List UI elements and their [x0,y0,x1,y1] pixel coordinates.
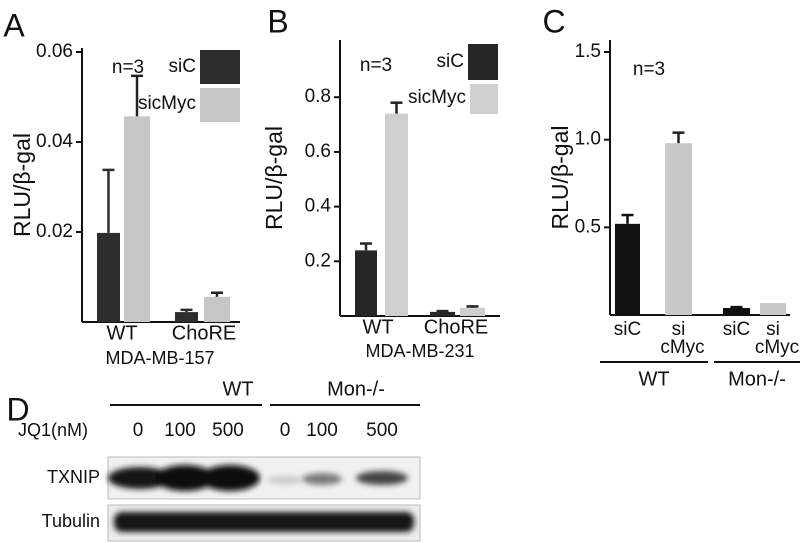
bar [204,296,230,322]
group-label: WT [638,368,669,390]
row-label: Tubulin [42,511,100,531]
y-axis-label: RLU/β-gal [547,126,573,230]
y-tick-label: 0.04 [36,131,73,152]
y-tick-label: 0.2 [305,250,331,271]
bar [615,223,640,315]
bar [760,303,786,315]
group-label: WT [222,378,253,400]
row-label: TXNIP [47,467,100,487]
txnip-bands [108,465,408,491]
y-tick-label: 0.02 [36,221,73,242]
y-tick-label: 1.5 [575,41,601,62]
dose-label: 500 [366,420,398,441]
panel-label: D [6,391,29,427]
bar [97,232,120,322]
legend-swatch [468,44,498,80]
bar-label: si [766,319,780,340]
bar [430,311,455,316]
x-tick-label: ChoRE [172,322,236,344]
y-tick-label: 0.8 [305,86,331,107]
dose-label: 0 [133,420,144,441]
annotation: n=3 [112,57,144,78]
bar [175,312,198,322]
bar [385,113,408,316]
x-tick-label: WT [106,322,137,344]
annotation: n=3 [360,55,392,76]
legend-swatch [470,84,498,114]
bar [723,307,750,315]
dose-label: 500 [212,420,244,441]
treatment-label: JQ1(nM) [18,420,88,440]
bar [355,250,377,316]
bar [665,143,692,315]
y-tick-label: 1.0 [575,129,601,150]
legend-label: siC [437,51,464,72]
panel-label: A [3,7,25,43]
x-tick-label: WT [362,316,393,338]
group-label: Mon-/- [327,378,385,400]
dose-label: 100 [164,420,196,441]
panel-label: C [542,3,565,39]
bar [460,307,485,316]
y-tick-label: 0.5 [575,216,601,237]
y-tick-label: 0.4 [305,196,332,217]
bar-label: siC [723,319,750,340]
legend-swatch [200,50,240,84]
annotation: n=3 [633,59,665,80]
dose-label: 100 [306,420,338,441]
legend-label: sicMyc [138,93,196,114]
y-axis-label: RLU/β-gal [9,133,35,237]
x-axis-label: MDA-MB-231 [365,341,474,361]
group-label: Mon-/- [728,368,786,390]
dose-label: 0 [280,420,291,441]
legend-label: sicMyc [408,87,466,108]
bar-label: siC [614,319,641,340]
bar [124,116,150,322]
x-axis-label: MDA-MB-157 [105,348,214,368]
bar-label: cMyc [660,337,704,358]
y-axis-label: RLU/β-gal [261,126,287,230]
y-tick-label: 0.6 [305,141,331,162]
panel-label: B [267,3,288,39]
x-tick-label: ChoRE [424,316,488,338]
y-tick-label: 0.06 [36,41,73,62]
legend-swatch [200,88,240,122]
bar-label: si [672,319,686,340]
tubulin-bands [114,512,414,532]
legend-label: siC [169,56,196,77]
bar-label: cMyc [755,337,799,358]
